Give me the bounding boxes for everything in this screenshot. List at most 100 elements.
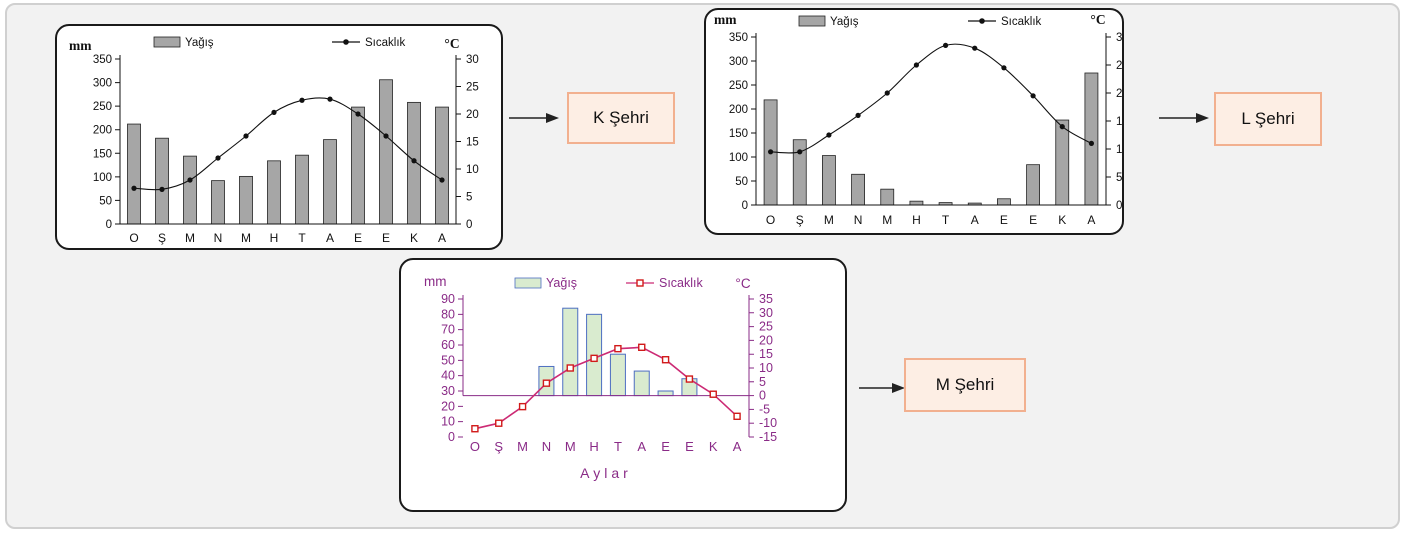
- month-label: K: [1058, 213, 1066, 227]
- month-label: O: [129, 231, 138, 245]
- y2-tick-label: 20: [466, 109, 479, 121]
- precip-bar: [562, 307, 579, 397]
- temperature-point: [471, 425, 479, 433]
- climate-chart-k: 0 50 100 150 200 250 300 350 0 5 10 15 20 25 30 O Ş M N M H T…: [69, 36, 479, 245]
- y2-tick-label: 20: [1116, 88, 1124, 100]
- precip-bar: [239, 175, 253, 225]
- legend-precip-swatch: [153, 36, 181, 48]
- month-label: E: [1029, 213, 1037, 227]
- legend-precip-label: Yağış: [185, 37, 214, 49]
- temperature-point: [1059, 124, 1065, 130]
- temperature-point: [661, 356, 670, 364]
- month-label: E: [1000, 213, 1008, 227]
- month-label: T: [298, 231, 306, 245]
- y-tick-label: 100: [93, 172, 112, 184]
- month-label: M: [882, 213, 892, 227]
- month-label: H: [912, 213, 921, 227]
- city-label-l: L Şehri: [1214, 92, 1322, 146]
- x-axis-title: Aylar: [580, 465, 632, 481]
- y-tick-label: 100: [729, 152, 748, 164]
- y-tick-label: 50: [99, 195, 112, 207]
- y2-tick-label: 30: [466, 54, 479, 66]
- temperature-point: [590, 354, 598, 363]
- month-label: E: [382, 231, 390, 245]
- climate-chart-m: 0102030405060708090-15-10-50510152025303…: [424, 266, 793, 502]
- unit-label-mm: mm: [424, 274, 447, 289]
- temperature-point: [243, 133, 249, 139]
- precip-bar: [211, 180, 225, 225]
- month-label: M: [185, 231, 195, 245]
- month-label: A: [733, 439, 742, 454]
- temperature-point: [614, 344, 622, 353]
- precip-bar: [295, 154, 309, 225]
- legend-temp-label: Sıcaklık: [1001, 16, 1042, 28]
- y-tick-label: 0: [106, 219, 112, 231]
- y-tick-label: 350: [93, 54, 112, 66]
- precip-bar: [851, 173, 865, 206]
- month-label: A: [1087, 213, 1095, 227]
- legend-temp-label: Sıcaklık: [659, 276, 704, 290]
- month-label: K: [410, 231, 418, 245]
- y2-tick-label: 25: [759, 320, 773, 334]
- y2-tick-label: 0: [759, 389, 766, 403]
- month-label: M: [824, 213, 834, 227]
- temperature-point: [271, 109, 277, 115]
- y-tick-label: 300: [729, 56, 748, 68]
- month-label: E: [661, 439, 670, 454]
- unit-label-celsius: °C: [735, 276, 750, 291]
- month-label: N: [542, 439, 551, 454]
- month-label: K: [709, 439, 718, 454]
- month-label: Ş: [158, 231, 166, 245]
- precip-bar: [127, 123, 141, 225]
- temperature-point: [767, 149, 774, 155]
- precip-bar: [880, 188, 895, 206]
- precip-bar: [997, 198, 1011, 206]
- month-label: H: [270, 231, 279, 245]
- temperature-point: [327, 96, 333, 102]
- temperature-point: [495, 419, 503, 427]
- y-tick-label: 0: [448, 430, 455, 444]
- y-tick-label: 50: [441, 353, 455, 367]
- month-label: O: [470, 439, 480, 454]
- y-tick-label: 10: [441, 415, 455, 429]
- legend-temp-marker: [636, 279, 644, 287]
- precip-bar: [267, 160, 281, 225]
- temperature-point: [355, 111, 361, 117]
- temperature-line: [770, 43, 1092, 154]
- month-label: M: [565, 439, 576, 454]
- precip-bar: [633, 370, 650, 397]
- y2-tick-label: 5: [759, 375, 766, 389]
- precip-bar: [379, 79, 393, 225]
- temperature-point: [913, 62, 920, 68]
- temperature-point: [638, 343, 646, 352]
- temperature-point: [942, 42, 949, 49]
- y-tick-label: 150: [93, 148, 112, 160]
- city-label-k: K Şehri: [567, 92, 675, 144]
- temperature-point: [1001, 65, 1007, 71]
- month-label: O: [766, 213, 775, 227]
- y2-tick-label: -5: [759, 402, 770, 416]
- y-tick-label: 30: [441, 384, 455, 398]
- month-label: M: [517, 439, 528, 454]
- month-label: E: [685, 439, 694, 454]
- legend-precip-label: Yağış: [546, 276, 577, 290]
- city-label-m: M Şehri: [904, 358, 1026, 412]
- y-tick-label: 0: [742, 200, 748, 212]
- y2-tick-label: -10: [759, 416, 777, 430]
- legend-temp-marker: [343, 39, 349, 45]
- temperature-point: [542, 379, 551, 387]
- y2-tick-label: 5: [1116, 172, 1122, 184]
- temperature-point: [159, 186, 165, 192]
- y-tick-label: 350: [729, 32, 748, 44]
- arrow-to-k: [509, 113, 559, 123]
- precip-bar: [657, 390, 674, 397]
- month-label: Ş: [494, 439, 503, 454]
- y-tick-label: 20: [441, 399, 455, 413]
- legend-temp-marker: [979, 18, 985, 24]
- precip-bar: [351, 106, 365, 225]
- precip-bar: [822, 155, 836, 206]
- precip-bar: [323, 139, 337, 225]
- y2-tick-label: 10: [759, 361, 773, 375]
- y-tick-label: 80: [441, 307, 455, 321]
- temperature-point: [855, 112, 861, 118]
